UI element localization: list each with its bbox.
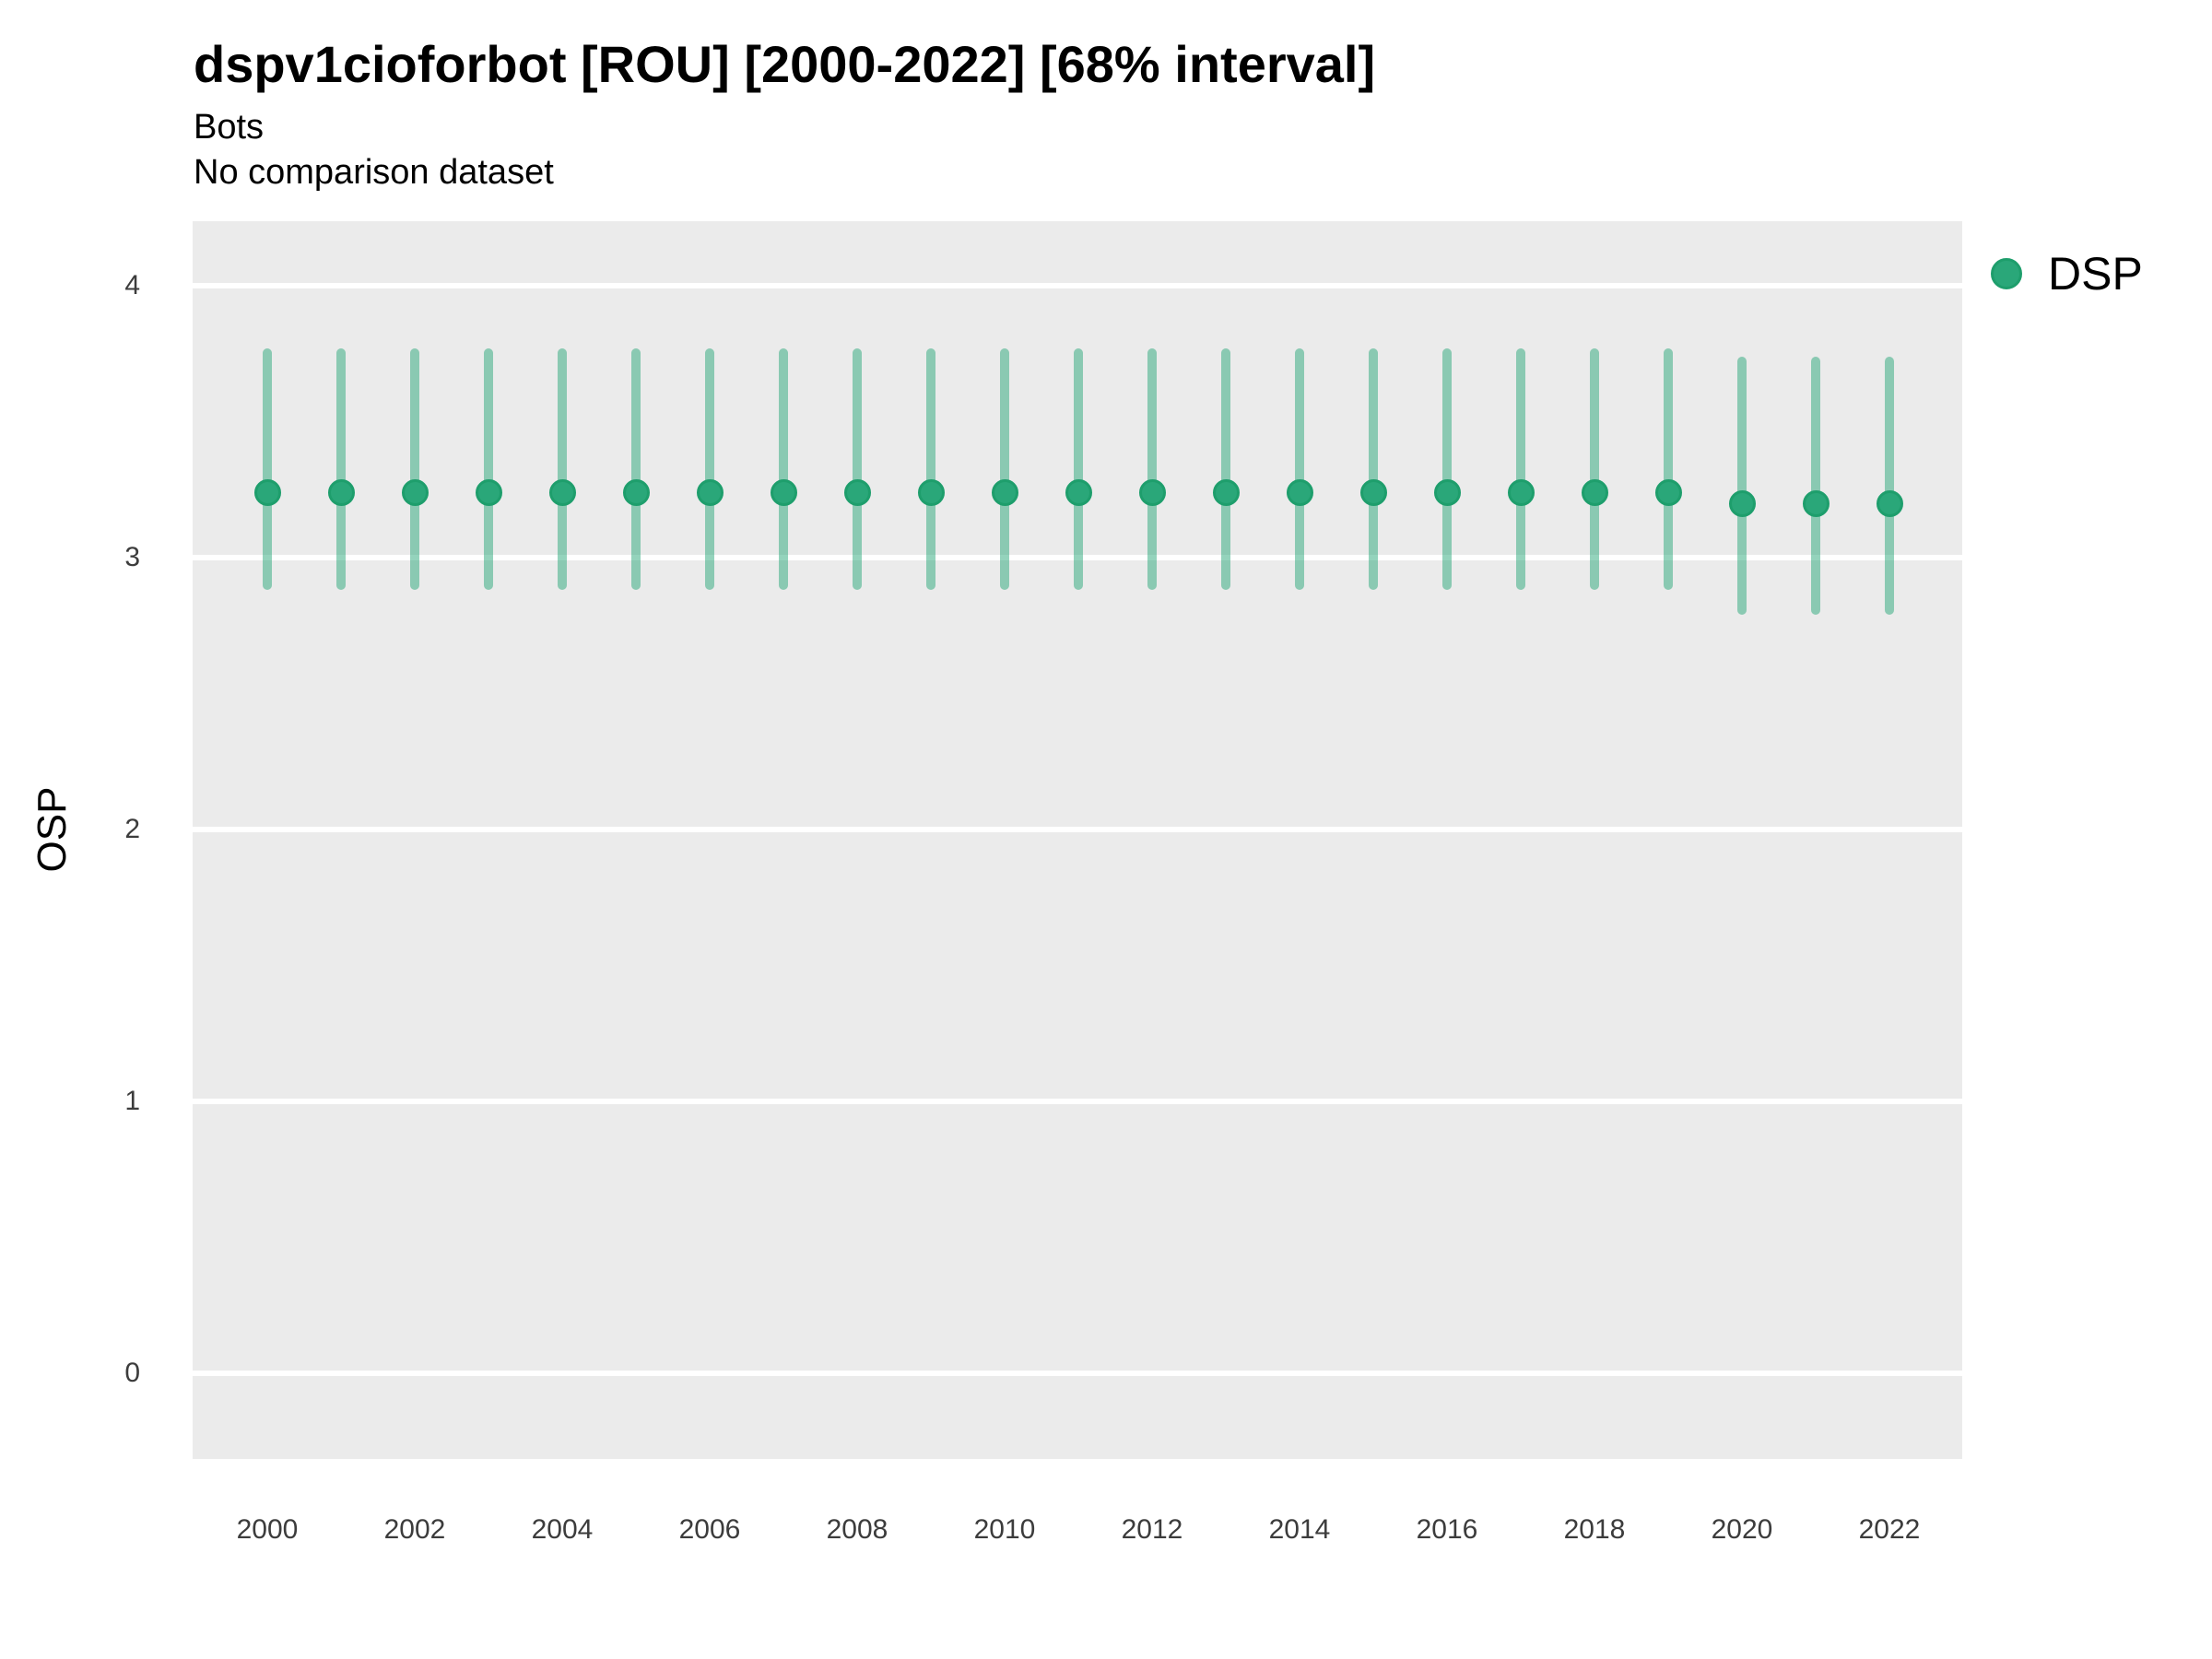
interval-line-2013	[1221, 347, 1230, 591]
data-point-2008	[843, 478, 871, 506]
y-tick-label-0: 0	[124, 1358, 140, 1388]
y-tick-label-3: 3	[124, 542, 140, 572]
data-point-2011	[1065, 478, 1092, 506]
interval-line-2005	[631, 347, 641, 591]
data-point-2013	[1212, 478, 1240, 506]
data-point-2001	[327, 478, 355, 506]
y-tick-label-4: 4	[124, 270, 140, 300]
x-tick-label-2002: 2002	[383, 1514, 446, 1545]
y-tick-label-2: 2	[124, 814, 140, 844]
interval-line-2010	[1000, 347, 1009, 591]
data-point-2015	[1359, 478, 1387, 506]
data-point-2017	[1507, 478, 1535, 506]
comparison-note: No comparison dataset	[194, 153, 554, 192]
x-tick-label-2012: 2012	[1121, 1514, 1183, 1545]
gridline-y-0	[193, 1371, 1962, 1376]
legend-label: DSP	[2048, 248, 2143, 300]
interval-line-2003	[484, 347, 493, 591]
x-tick-label-2004: 2004	[531, 1514, 594, 1545]
x-tick-label-2014: 2014	[1268, 1514, 1331, 1545]
interval-line-2021	[1811, 356, 1820, 615]
x-tick-label-2020: 2020	[1711, 1514, 1773, 1545]
interval-line-2022	[1885, 356, 1894, 615]
interval-line-2001	[336, 347, 346, 591]
data-point-2002	[401, 478, 429, 506]
x-tick-label-2000: 2000	[236, 1514, 299, 1545]
interval-line-2012	[1147, 347, 1157, 591]
data-point-2006	[696, 478, 724, 506]
x-tick-label-2008: 2008	[826, 1514, 888, 1545]
gridline-y-4	[193, 283, 1962, 288]
gridline-y-2	[193, 827, 1962, 832]
interval-line-2002	[410, 347, 419, 591]
interval-line-2016	[1442, 347, 1452, 591]
interval-line-2015	[1369, 347, 1378, 591]
legend: DSP	[1991, 251, 2143, 297]
chart-subtitle: Bots	[194, 108, 265, 147]
data-point-2003	[475, 478, 502, 506]
plot-panel	[193, 221, 1962, 1459]
data-point-2014	[1286, 478, 1313, 506]
data-point-2004	[548, 478, 576, 506]
data-point-2009	[917, 478, 945, 506]
x-tick-label-2016: 2016	[1416, 1514, 1478, 1545]
data-point-2020	[1728, 489, 1756, 517]
x-tick-label-2006: 2006	[678, 1514, 741, 1545]
interval-line-2017	[1516, 347, 1525, 591]
data-point-2010	[991, 478, 1018, 506]
interval-line-2018	[1590, 347, 1599, 591]
data-point-2022	[1876, 489, 1903, 517]
interval-line-2009	[926, 347, 935, 591]
data-point-2019	[1654, 478, 1682, 506]
data-point-2007	[770, 478, 797, 506]
interval-line-2004	[558, 347, 567, 591]
legend-point-icon	[1991, 258, 2022, 289]
interval-line-2007	[779, 347, 788, 591]
x-tick-label-2018: 2018	[1563, 1514, 1626, 1545]
interval-line-2020	[1737, 356, 1747, 615]
interval-line-2019	[1664, 347, 1673, 591]
data-point-2018	[1581, 478, 1608, 506]
data-point-2000	[253, 478, 281, 506]
interval-line-2011	[1074, 347, 1083, 591]
interval-line-2014	[1295, 347, 1304, 591]
gridline-y-1	[193, 1099, 1962, 1104]
interval-line-2006	[705, 347, 714, 591]
data-point-2016	[1433, 478, 1461, 506]
chart-title: dspv1cioforbot [ROU] [2000-2022] [68% in…	[194, 35, 1376, 93]
x-tick-label-2010: 2010	[973, 1514, 1036, 1545]
data-point-2021	[1802, 489, 1830, 517]
data-point-2012	[1138, 478, 1166, 506]
interval-line-2000	[263, 347, 272, 591]
data-point-2005	[622, 478, 650, 506]
interval-line-2008	[853, 347, 862, 591]
y-tick-label-1: 1	[124, 1086, 140, 1116]
x-tick-label-2022: 2022	[1858, 1514, 1921, 1545]
